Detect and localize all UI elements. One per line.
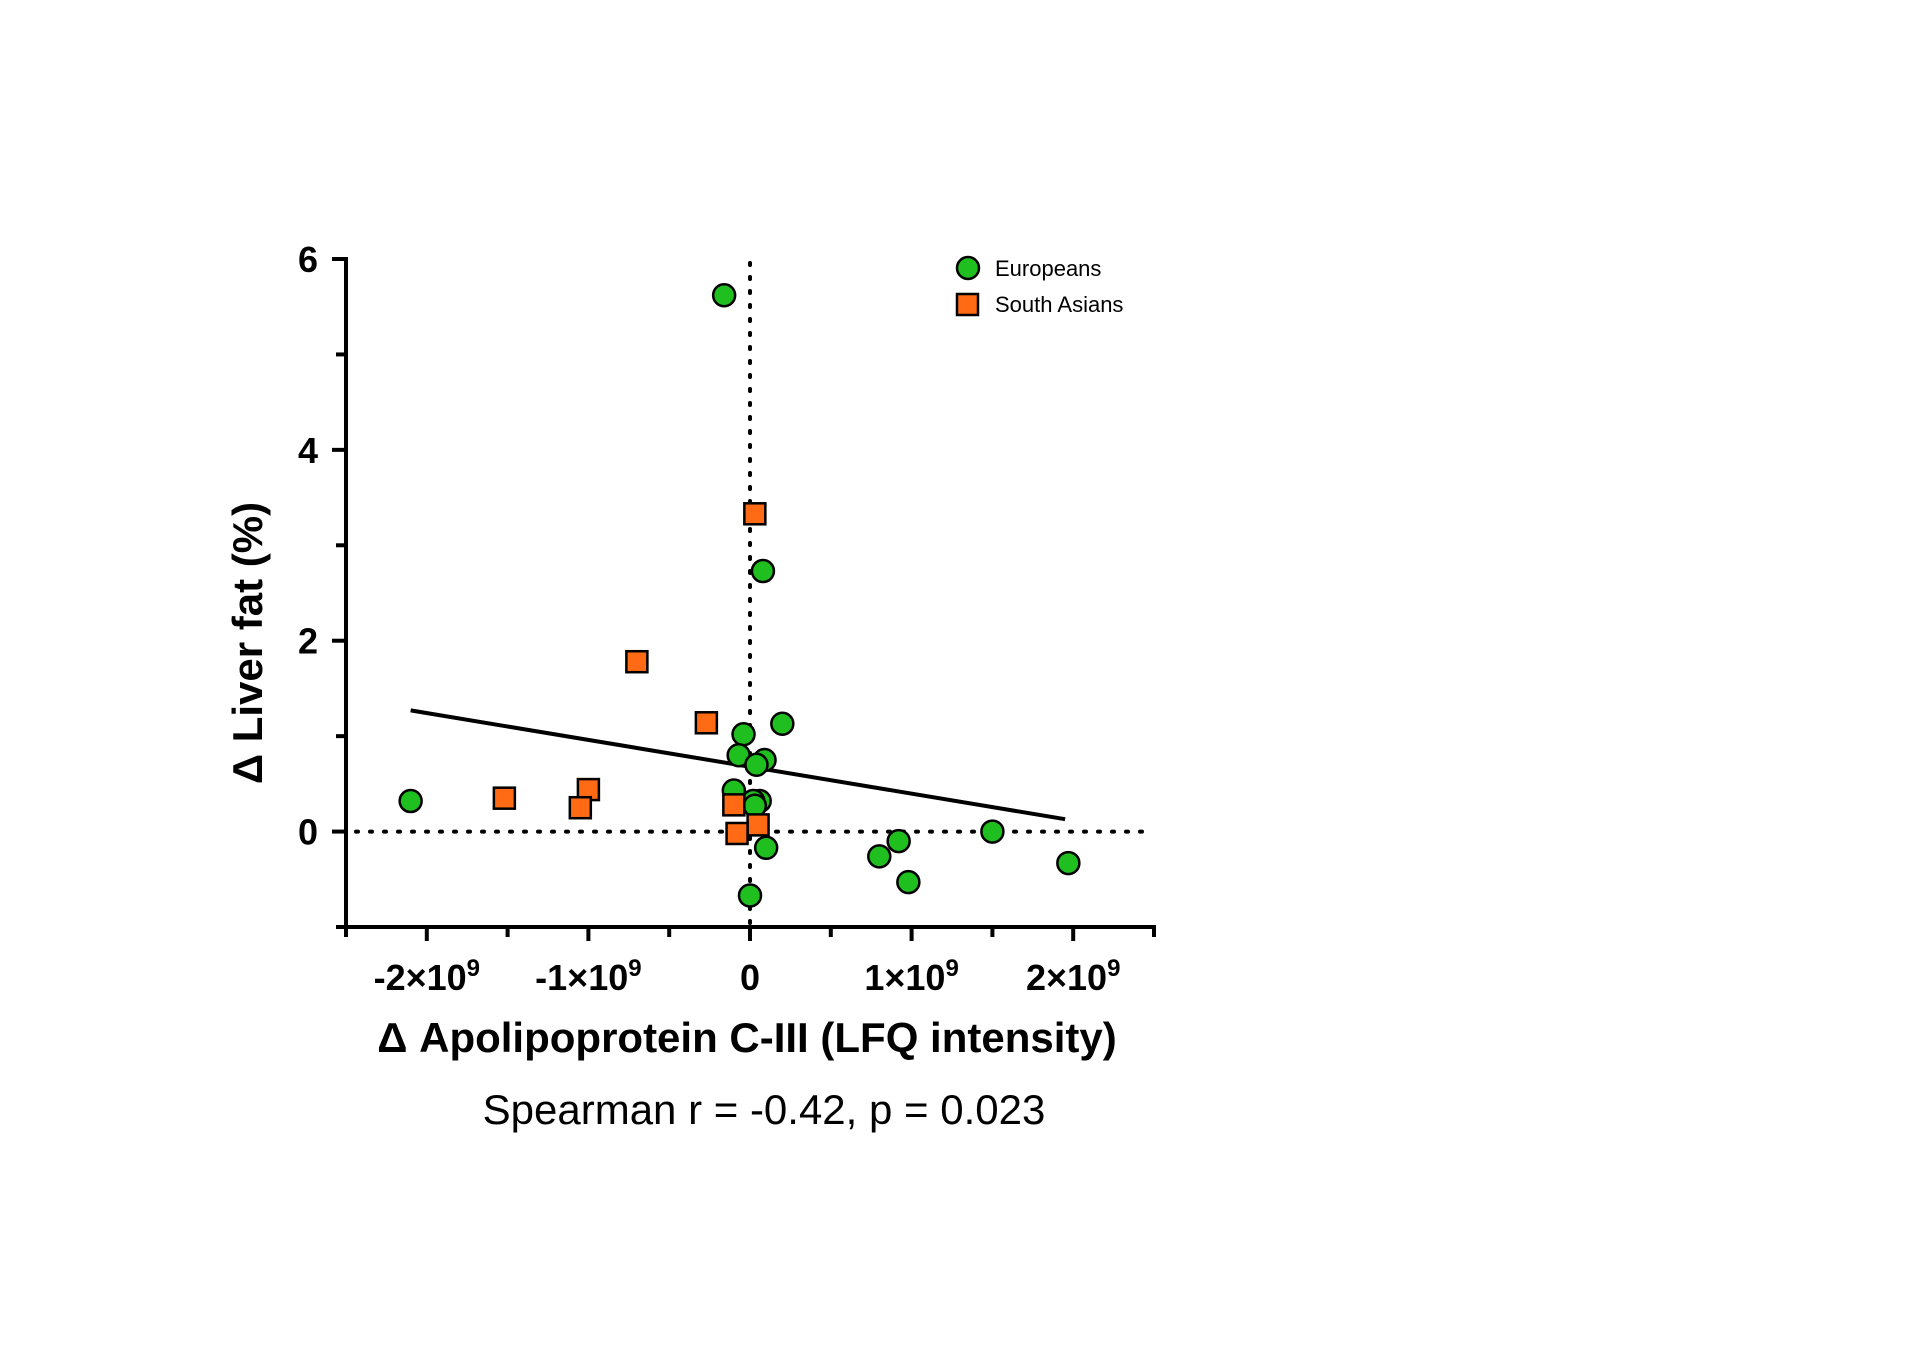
y-tick-label: 2	[298, 621, 318, 662]
europeans-point	[398, 788, 423, 814]
legend-label-europeans: Europeans	[995, 256, 1101, 281]
europeans-point	[896, 869, 921, 895]
south-asians-point	[625, 649, 649, 674]
x-axis-ticks: -2×109 -1×109 0 1×109 2×109	[344, 927, 1156, 998]
legend: Europeans South Asians	[955, 255, 1123, 317]
europeans-point	[886, 828, 911, 854]
y-tick-label: 6	[298, 239, 318, 280]
x-tick-label: -2×109	[374, 955, 480, 998]
y-axis-ticks: 0 2 4 6	[298, 239, 346, 929]
europeans-point	[731, 721, 756, 747]
spearman-annotation: Spearman r = -0.42, p = 0.023	[483, 1086, 1046, 1133]
south-asians-point	[694, 711, 719, 735]
legend-marker-south-asians	[955, 292, 980, 317]
x-tick-label: -1×109	[535, 955, 641, 998]
europeans-point	[750, 558, 776, 584]
legend-label-south-asians: South Asians	[995, 292, 1123, 317]
europeans-point	[770, 711, 795, 736]
x-tick-label: 0	[740, 957, 760, 998]
legend-marker-europeans	[955, 255, 981, 281]
europeans-point	[744, 752, 769, 778]
south-asians-point	[568, 795, 593, 820]
europeans-point	[737, 883, 763, 908]
south-asians-point	[492, 786, 517, 810]
europeans-point	[867, 844, 892, 869]
x-tick-label: 2×109	[1026, 955, 1120, 998]
x-tick-label: 1×109	[864, 955, 958, 998]
data-points	[398, 283, 1081, 908]
south-asians-point	[725, 821, 749, 846]
y-axis-title: Δ Liver fat (%)	[224, 502, 271, 784]
europeans-point	[753, 835, 779, 861]
europeans-point	[980, 819, 1005, 844]
y-tick-label: 0	[298, 812, 318, 853]
south-asians-point	[743, 502, 767, 526]
europeans-point	[711, 283, 737, 308]
y-tick-label: 4	[298, 430, 318, 471]
x-axis-title: Δ Apolipoprotein C-III (LFQ intensity)	[377, 1014, 1116, 1061]
europeans-point	[1056, 850, 1081, 876]
south-asians-point	[746, 813, 770, 837]
south-asians-point	[722, 793, 746, 817]
